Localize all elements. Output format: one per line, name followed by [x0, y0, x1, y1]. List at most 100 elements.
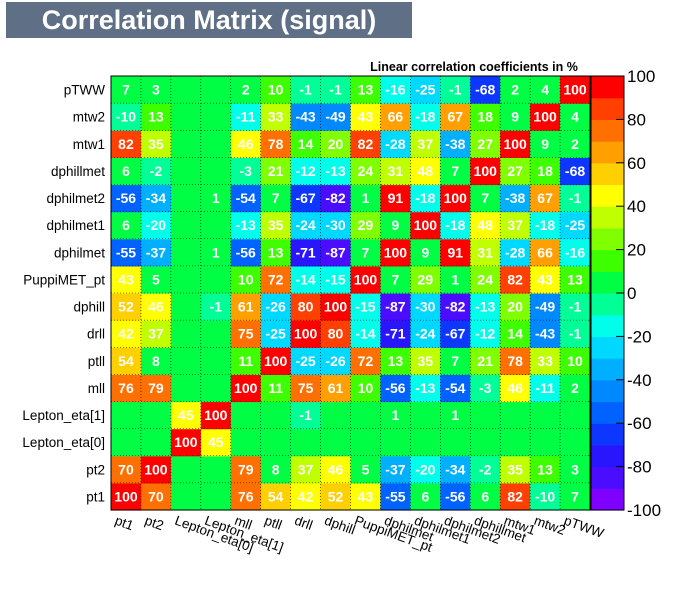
cell-value-label: 45 [208, 434, 224, 450]
heatmap-cell [320, 211, 352, 240]
heatmap-cell [260, 130, 292, 158]
cell-value-label: -56 [385, 380, 405, 396]
heatmap-cell [350, 265, 382, 294]
cell-value-label: -56 [236, 244, 256, 260]
heatmap-cell [380, 211, 411, 240]
y-tick-label: pTWW [64, 83, 105, 98]
heatmap-cell [470, 347, 501, 375]
heatmap-cell [200, 184, 232, 213]
heatmap-cell [440, 103, 471, 131]
cell-value-label: 5 [362, 461, 370, 477]
cell-value-label: 24 [477, 271, 493, 287]
colorbar-segment [591, 76, 624, 99]
heatmap-cell [440, 76, 471, 104]
heatmap-cell [560, 320, 591, 348]
y-tick-label: Lepton_eta[1] [22, 408, 105, 423]
cell-value-label: -10 [116, 109, 136, 125]
heatmap-cell [290, 293, 322, 321]
heatmap-cell [320, 76, 352, 104]
heatmap-cell [320, 401, 352, 430]
heatmap-cell [380, 401, 411, 430]
heatmap-cell [470, 130, 501, 158]
heatmap-cell [290, 455, 322, 484]
cell-value-label: 14 [298, 136, 314, 152]
colorbar-tick-label: -100 [627, 501, 661, 520]
heatmap-cell [380, 347, 411, 375]
heatmap-cell [230, 103, 262, 131]
cell-value-label: 100 [384, 244, 408, 260]
cell-value-label: 100 [414, 217, 438, 233]
cell-value-label: 100 [444, 190, 468, 206]
heatmap-cell [500, 157, 531, 186]
cell-value-label: 100 [354, 271, 378, 287]
heatmap-cell [350, 103, 382, 131]
colorbar-tick-label: -20 [627, 327, 652, 346]
cell-value-label: 24 [358, 163, 374, 179]
cell-value-label: 43 [358, 109, 374, 125]
heatmap-cell [140, 320, 172, 348]
cell-value-label: 82 [118, 136, 134, 152]
cell-value-label: 54 [268, 488, 284, 504]
heatmap-cell [200, 265, 232, 294]
heatmap-cell [290, 130, 322, 158]
colorbar-tick-label: 40 [627, 197, 646, 216]
cell-value-label: 35 [268, 217, 284, 233]
heatmap-cell [500, 76, 531, 104]
heatmap-cell [230, 76, 262, 104]
cell-value-labels: 100 70 76 54 42 52 43 -55 6 -56 6 82 -10 770 100 79 8 37 4… [114, 82, 587, 505]
heatmap-cell [170, 482, 202, 511]
colorbar-tick-label: 100 [627, 67, 655, 86]
heatmap-cell [290, 320, 322, 348]
heatmap-cell [410, 130, 441, 158]
title-banner: Correlation Matrix (signal) [6, 2, 412, 38]
cell-value-label: 52 [118, 299, 134, 315]
cell-value-label: 9 [541, 136, 549, 152]
heatmap-cell [140, 76, 172, 104]
heatmap-cell [500, 347, 531, 375]
cell-value-label: 54 [118, 353, 134, 369]
heatmap-cell [440, 401, 471, 430]
cell-value-label: 6 [481, 488, 489, 504]
heatmap-cell [230, 265, 262, 294]
cell-value-label: 35 [148, 136, 164, 152]
heatmap-cell [170, 265, 202, 294]
cell-value-label: 78 [507, 353, 523, 369]
heatmap-cell [380, 103, 411, 131]
heatmap-cell [500, 103, 531, 131]
cell-value-label: 35 [507, 461, 523, 477]
heatmap-cell [500, 265, 531, 294]
heatmap-cell [200, 130, 232, 158]
cell-value-label: 100 [324, 299, 348, 315]
heatmap-cell [170, 374, 202, 403]
cell-value-label: 2 [242, 82, 250, 98]
heatmap-cell [260, 401, 292, 430]
heatmap-cell [380, 482, 411, 511]
heatmap-cell [410, 401, 441, 430]
cell-value-label: 7 [392, 271, 400, 287]
y-tick-label: pt2 [86, 462, 105, 477]
colorbar-tick-label: 0 [627, 284, 636, 303]
cell-value-label: 76 [118, 380, 134, 396]
cell-value-label: 4 [571, 109, 579, 125]
cell-value-label: 91 [388, 190, 404, 206]
heatmap-cell [560, 76, 591, 104]
cell-value-label: 46 [328, 461, 344, 477]
cell-value-label: -37 [385, 461, 405, 477]
heatmap-cell [380, 320, 411, 348]
cell-value-label: 10 [268, 82, 284, 98]
heatmap-cell [380, 455, 411, 484]
cell-value-label: 100 [114, 488, 138, 504]
heatmap-cell [350, 428, 382, 457]
cell-value-label: 100 [533, 109, 557, 125]
heatmap-cell [200, 320, 232, 348]
heatmap-cell [200, 211, 232, 240]
cell-value-label: -25 [565, 217, 585, 233]
cell-value-label: 66 [388, 109, 404, 125]
cell-value-label: -1 [569, 299, 582, 315]
cell-value-label: -20 [146, 217, 166, 233]
cell-value-label: 91 [447, 244, 463, 260]
heatmap-cell [440, 265, 471, 294]
cell-value-label: 7 [272, 190, 280, 206]
cell-value-label: 10 [238, 271, 254, 287]
y-tick-label: pt1 [86, 489, 105, 504]
